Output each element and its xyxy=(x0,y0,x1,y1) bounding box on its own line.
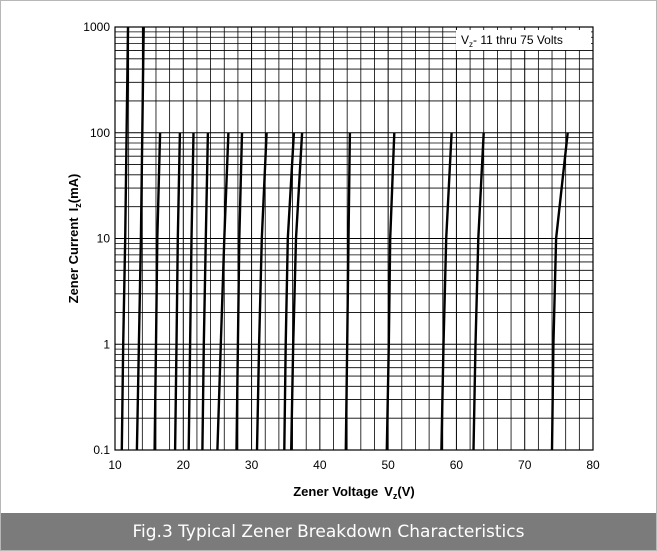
breakdown-curve-13 xyxy=(385,132,396,451)
y-tick-label: 0.1 xyxy=(93,443,110,457)
breakdown-curve-7 xyxy=(216,132,230,451)
svg-text:Vz- 11 thru 75 Volts: Vz- 11 thru 75 Volts xyxy=(461,33,563,49)
y-axis-label-subscript: z xyxy=(73,203,83,208)
x-tick-label: 10 xyxy=(108,458,122,472)
breakdown-curve-10 xyxy=(283,132,296,451)
breakdown-curve-9 xyxy=(255,132,268,451)
breakdown-curve-11 xyxy=(290,132,304,451)
figure-caption: Fig.3 Typical Zener Breakdown Characteri… xyxy=(1,513,656,550)
plot-border xyxy=(114,26,594,451)
breakdown-curve-14 xyxy=(440,132,453,451)
annotation-symbol: V xyxy=(461,33,469,47)
x-axis-label: Zener Voltage Vz(V) xyxy=(293,484,415,501)
x-axis-ticks: 10 20 30 40 50 60 70 80 xyxy=(108,458,600,472)
breakdown-curve-5 xyxy=(187,132,195,451)
y-axis-label-symbol: I xyxy=(66,208,81,212)
x-tick-label: 80 xyxy=(586,458,600,472)
x-tick-label: 50 xyxy=(381,458,395,472)
y-axis-ticks: 0.1 1 10 100 1000 xyxy=(83,20,110,457)
y-axis-label-text: Zener Current xyxy=(66,217,81,304)
y-axis-label-unit: (mA) xyxy=(66,174,81,204)
x-axis-label-subscript: z xyxy=(393,491,398,501)
breakdown-curve-8 xyxy=(235,132,244,451)
voltage-range-annotation: Vz- 11 thru 75 Volts xyxy=(456,30,591,50)
grid xyxy=(114,27,594,451)
annotation-subscript: z xyxy=(469,40,473,49)
x-tick-label: 40 xyxy=(313,458,327,472)
x-axis-label-text: Zener Voltage xyxy=(293,484,378,499)
y-tick-label: 10 xyxy=(97,232,111,246)
x-tick-label: 20 xyxy=(177,458,191,472)
x-tick-label: 30 xyxy=(245,458,259,472)
breakdown-curve-2 xyxy=(135,26,145,451)
breakdown-curve-1 xyxy=(120,26,130,451)
breakdown-curve-4 xyxy=(173,132,182,451)
annotation-background xyxy=(456,30,591,50)
breakdown-curve-3 xyxy=(153,132,162,451)
breakdown-curves xyxy=(120,26,569,451)
x-axis-label-unit: (V) xyxy=(397,484,414,499)
breakdown-curve-12 xyxy=(344,132,352,451)
x-axis-label-symbol: V xyxy=(384,484,393,499)
breakdown-curve-6 xyxy=(201,132,210,451)
y-tick-label: 1 xyxy=(103,337,110,351)
breakdown-curve-16 xyxy=(550,132,569,451)
y-tick-label: 100 xyxy=(90,126,110,140)
x-tick-label: 70 xyxy=(518,458,532,472)
breakdown-curve-15 xyxy=(472,132,485,451)
x-tick-label: 60 xyxy=(450,458,464,472)
y-axis-label: Zener Current Iz(mA) xyxy=(66,174,83,304)
y-tick-label: 1000 xyxy=(83,20,110,34)
annotation-text: - 11 thru 75 Volts xyxy=(473,33,563,47)
